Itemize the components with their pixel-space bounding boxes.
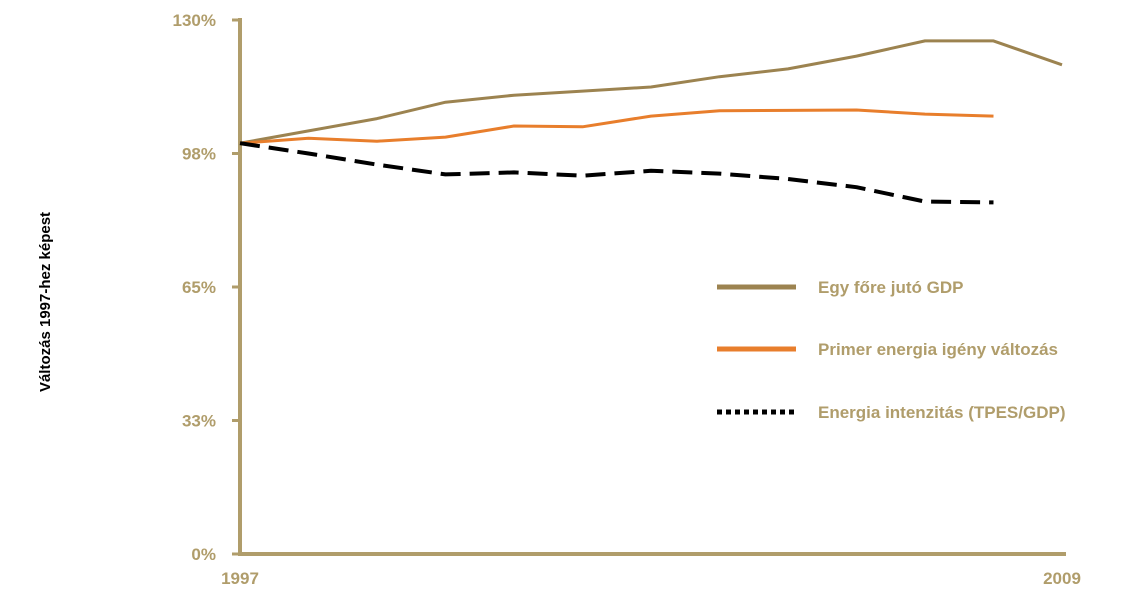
y-tick-label: 98% [182,145,216,164]
x-tick-label: 2009 [1043,569,1081,588]
legend-label-2: Primer energia igény változás [818,340,1058,359]
y-tick-label: 130% [173,11,216,30]
x-tick-label: 1997 [221,569,259,588]
tick-labels: 0% 33% 65% 98% 130% 1997 2009 [173,11,1081,588]
series-lines [239,39,1063,205]
legend-label-3: Energia intenzitás (TPES/GDP) [818,403,1066,422]
y-axis-label: Változás 1997-hez képest [37,212,54,392]
legend: Egy főre jutó GDP Primer energia igény vá… [717,278,1066,422]
y-tick-label: 33% [182,412,216,431]
y-tick-label: 0% [191,545,216,564]
legend-label-1: Egy főre jutó GDP [818,278,963,297]
axes [232,18,1066,556]
y-tick-label: 65% [182,278,216,297]
series-line-1 [239,39,1063,145]
series-line-2 [239,108,994,145]
series-line-3 [239,141,994,205]
